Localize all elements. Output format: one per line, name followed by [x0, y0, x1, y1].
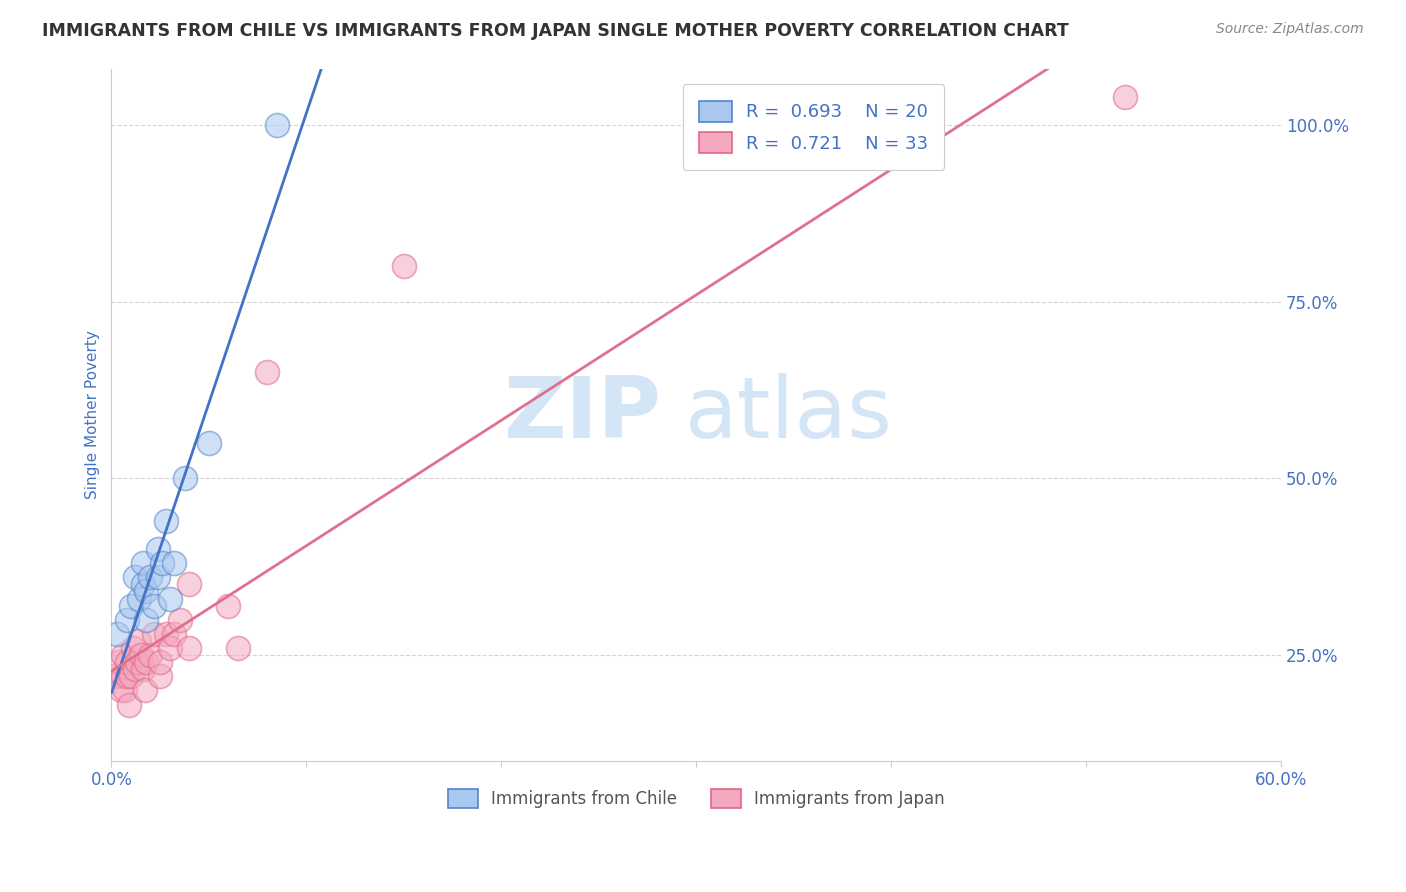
Point [135, 655, 157, 669]
Point [118, 698, 141, 712]
Point [128, 634, 150, 648]
Point [131, 577, 153, 591]
Point [266, 118, 288, 132]
Text: atlas: atlas [685, 373, 893, 457]
Point [149, 655, 172, 669]
Point [150, 556, 173, 570]
Point [198, 436, 221, 450]
Point [134, 683, 156, 698]
Point [256, 365, 278, 379]
Point [121, 640, 143, 655]
Point [159, 591, 181, 606]
Point [139, 648, 162, 662]
Point [124, 570, 146, 584]
Point [112, 669, 135, 683]
Point [120, 669, 142, 683]
Point [174, 471, 197, 485]
Point [155, 514, 177, 528]
Point [1114, 90, 1136, 104]
Point [149, 669, 172, 683]
Point [159, 640, 181, 655]
Point [143, 627, 166, 641]
Point [226, 640, 249, 655]
Point [104, 669, 127, 683]
Point [129, 648, 152, 662]
Text: IMMIGRANTS FROM CHILE VS IMMIGRANTS FROM JAPAN SINGLE MOTHER POVERTY CORRELATION: IMMIGRANTS FROM CHILE VS IMMIGRANTS FROM… [42, 22, 1069, 40]
Point [124, 662, 146, 676]
Point [108, 655, 131, 669]
Point [110, 683, 132, 698]
Point [115, 655, 138, 669]
Point [139, 570, 162, 584]
Point [115, 613, 138, 627]
Point [179, 577, 201, 591]
Point [125, 655, 148, 669]
Point [148, 542, 170, 557]
Point [131, 662, 153, 676]
Point [392, 260, 415, 274]
Point [155, 627, 177, 641]
Text: Source: ZipAtlas.com: Source: ZipAtlas.com [1216, 22, 1364, 37]
Point [143, 599, 166, 613]
Point [163, 556, 186, 570]
Point [115, 669, 138, 683]
Point [135, 613, 157, 627]
Point [135, 584, 157, 599]
Y-axis label: Single Mother Poverty: Single Mother Poverty [86, 330, 100, 500]
Point [131, 556, 153, 570]
Point [112, 648, 135, 662]
Point [128, 591, 150, 606]
Text: ZIP: ZIP [503, 373, 661, 457]
Point [105, 627, 128, 641]
Point [120, 599, 142, 613]
Legend: Immigrants from Chile, Immigrants from Japan: Immigrants from Chile, Immigrants from J… [441, 782, 952, 815]
Point [148, 570, 170, 584]
Point [163, 627, 186, 641]
Point [169, 613, 191, 627]
Point [179, 640, 201, 655]
Point [114, 683, 136, 698]
Point [217, 599, 239, 613]
